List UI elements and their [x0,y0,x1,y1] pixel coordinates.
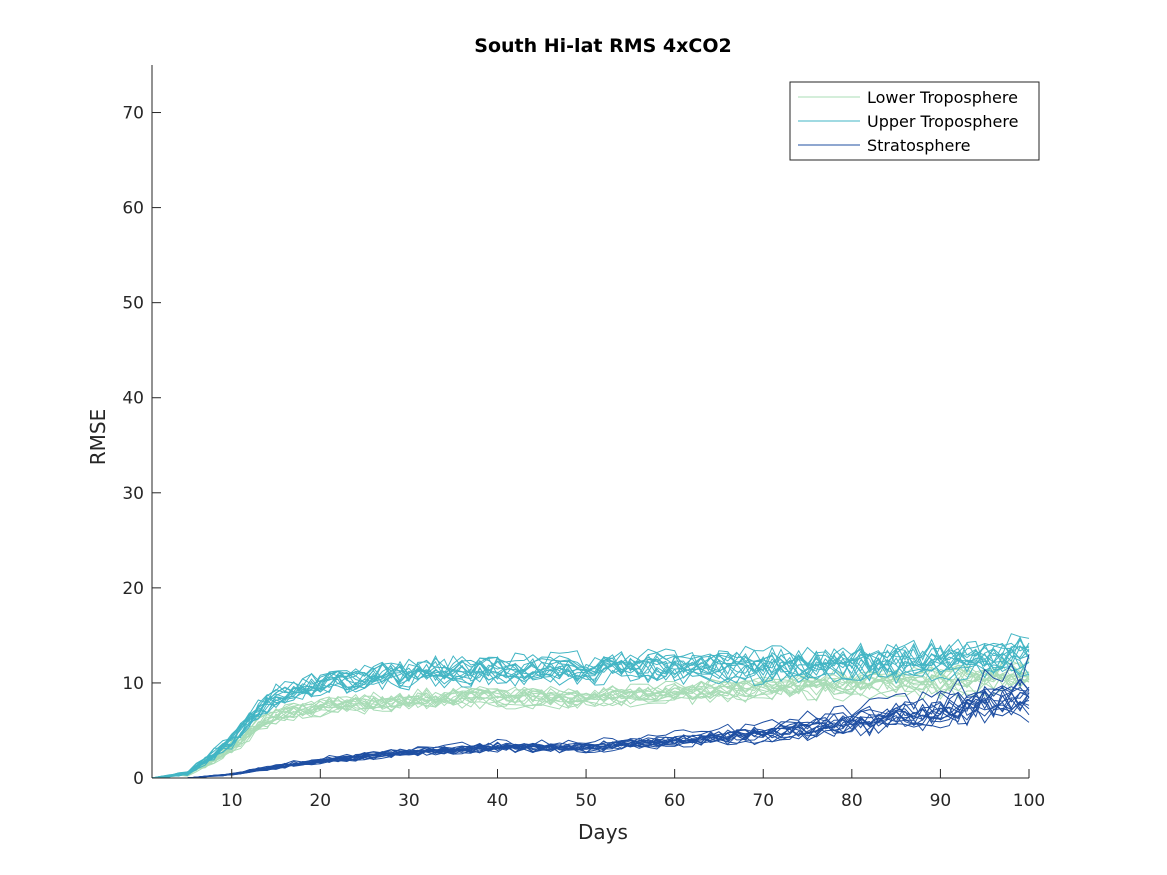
legend-label: Stratosphere [867,136,970,155]
y-tick-label: 10 [122,674,144,694]
y-tick-label: 70 [122,104,144,124]
series-line [151,665,1030,779]
x-tick-label: 10 [221,791,243,811]
series-line [152,699,1030,779]
y-tick-label: 40 [122,389,144,409]
x-tick-label: 20 [309,791,331,811]
x-tick-label: 50 [575,791,597,811]
series-line [152,654,1030,779]
legend: Lower Troposphere Upper Troposphere Strato… [789,81,1040,161]
y-axis-title: RMSE [86,409,110,465]
series-lower-troposphere [151,657,1030,779]
y-tick-label: 60 [122,199,144,219]
x-tick-label: 100 [1013,791,1045,811]
series-stratosphere [152,654,1030,779]
series-line [152,679,1030,779]
series-line [151,647,1030,779]
series-line [151,648,1030,779]
axes: 10 20 30 40 50 60 70 80 90 100 0 10 20 30 40 50 60 70 [122,65,1045,811]
x-tick-label: 70 [752,791,774,811]
series-line [151,656,1030,779]
y-tick-label: 50 [122,294,144,314]
x-tick-label: 80 [841,791,863,811]
series-line [151,660,1030,779]
x-axis-title: Days [578,820,628,844]
x-tick-label: 60 [664,791,686,811]
y-tick-label: 20 [122,579,144,599]
x-tick-label: 40 [487,791,509,811]
series-line [151,669,1030,779]
series-upper-troposphere [151,633,1030,779]
series-line [151,673,1030,779]
series-layer [151,633,1030,779]
series-line [151,639,1030,779]
x-tick-label: 30 [398,791,420,811]
series-line [152,686,1030,779]
x-tick-label: 90 [930,791,952,811]
series-line [151,646,1030,779]
y-tick-label: 0 [133,769,144,789]
chart-title: South Hi-lat RMS 4xCO2 [474,35,731,57]
legend-label: Lower Troposphere [867,88,1018,107]
legend-label: Upper Troposphere [867,112,1018,131]
y-tick-label: 30 [122,484,144,504]
